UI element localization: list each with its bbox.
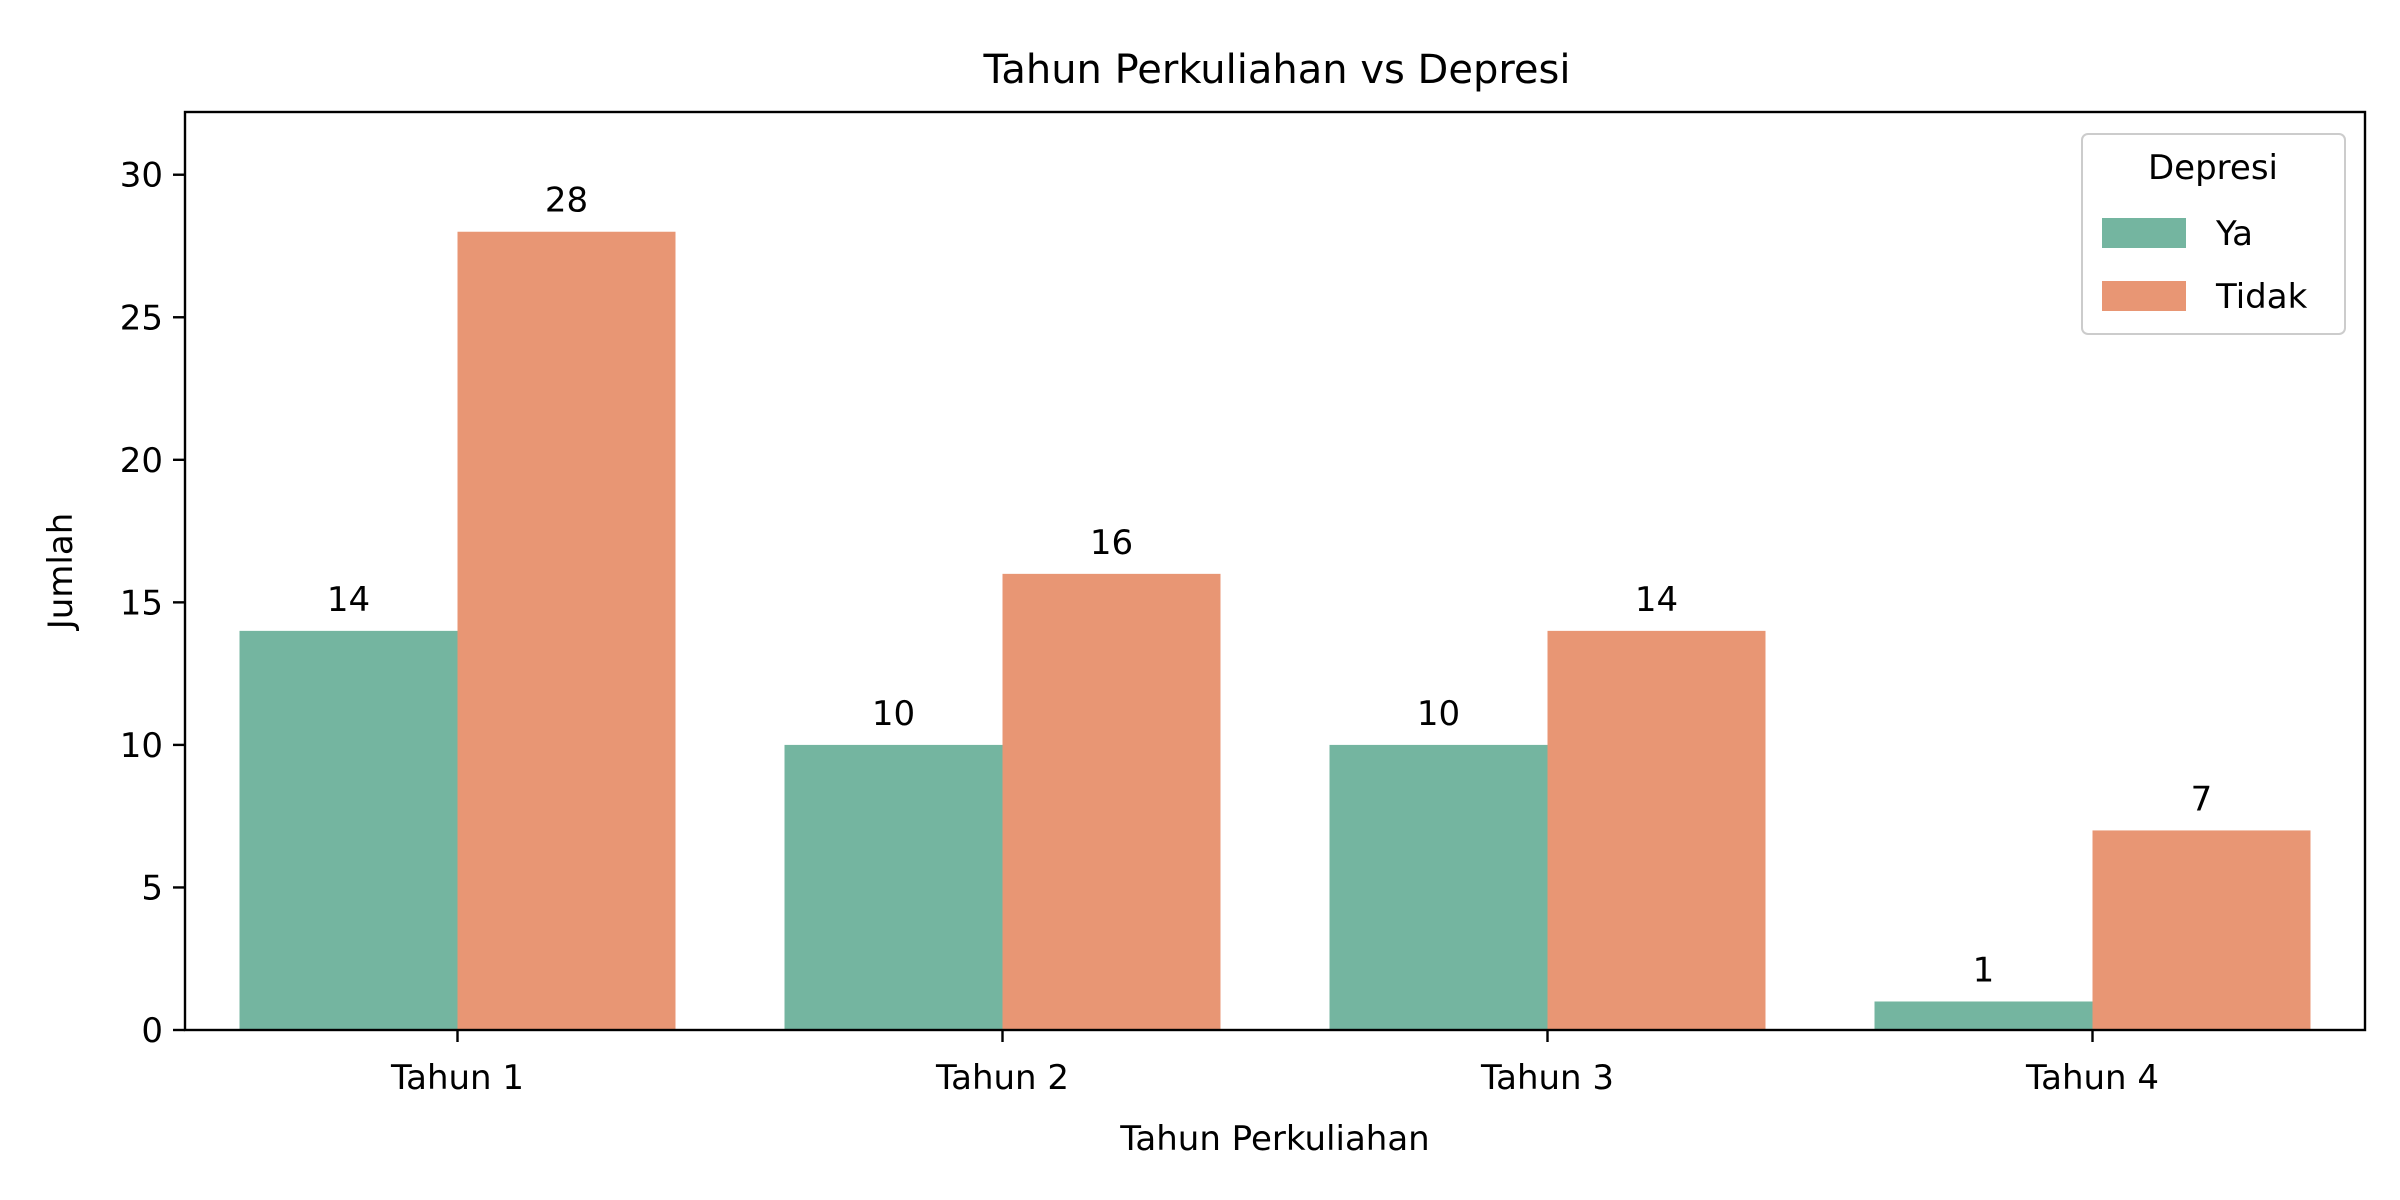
legend-title: Depresi [2148, 148, 2278, 188]
legend-swatch-tidak [2102, 281, 2186, 311]
y-tick-label: 0 [141, 1011, 163, 1051]
bar-tidak-1 [457, 231, 676, 1030]
y-tick-label: 20 [120, 441, 163, 481]
bar-tidak-4 [2092, 830, 2311, 1030]
data-label-ya-4: 1 [1973, 950, 1995, 990]
data-label-ya-1: 14 [327, 580, 370, 620]
y-axis-label: Jumlah [41, 513, 81, 632]
data-label-tidak-2: 16 [1090, 523, 1133, 563]
bar-ya-1 [239, 630, 458, 1030]
data-label-ya-2: 10 [872, 694, 915, 734]
data-label-ya-3: 10 [1417, 694, 1460, 734]
data-label-tidak-4: 7 [2191, 779, 2213, 819]
x-tick-label: Tahun 3 [1480, 1058, 1614, 1098]
y-tick-label: 5 [141, 868, 163, 908]
x-axis-label: Tahun Perkuliahan [1119, 1119, 1429, 1159]
y-tick-label: 30 [120, 156, 163, 196]
data-label-tidak-3: 14 [1635, 580, 1678, 620]
plot-area: 14 10 10 1 28 16 14 7 0 5 10 15 20 25 30 Tahun 1 Tahun 2… [120, 156, 2311, 1098]
plot-frame [183, 110, 2367, 1032]
y-tick-label: 25 [120, 298, 163, 338]
legend-label-tidak: Tidak [2215, 277, 2308, 317]
x-tick-label: Tahun 2 [935, 1058, 1069, 1098]
chart-title: Tahun Perkuliahan vs Depresi [983, 47, 1571, 93]
y-tick-label: 10 [120, 726, 163, 766]
legend-label-ya: Ya [2215, 214, 2253, 254]
bar-ya-4 [1874, 1001, 2093, 1030]
bar-ya-2 [784, 744, 1003, 1030]
bar-tidak-3 [1547, 630, 1766, 1030]
legend: Depresi Ya Tidak [2081, 133, 2346, 335]
legend-swatch-ya [2102, 218, 2186, 248]
bar-ya-3 [1329, 744, 1548, 1030]
data-label-tidak-1: 28 [545, 181, 588, 221]
y-tick-label: 15 [120, 583, 163, 623]
x-tick-label: Tahun 1 [390, 1058, 524, 1098]
bar-tidak-2 [1002, 573, 1221, 1030]
x-tick-label: Tahun 4 [2025, 1058, 2159, 1098]
